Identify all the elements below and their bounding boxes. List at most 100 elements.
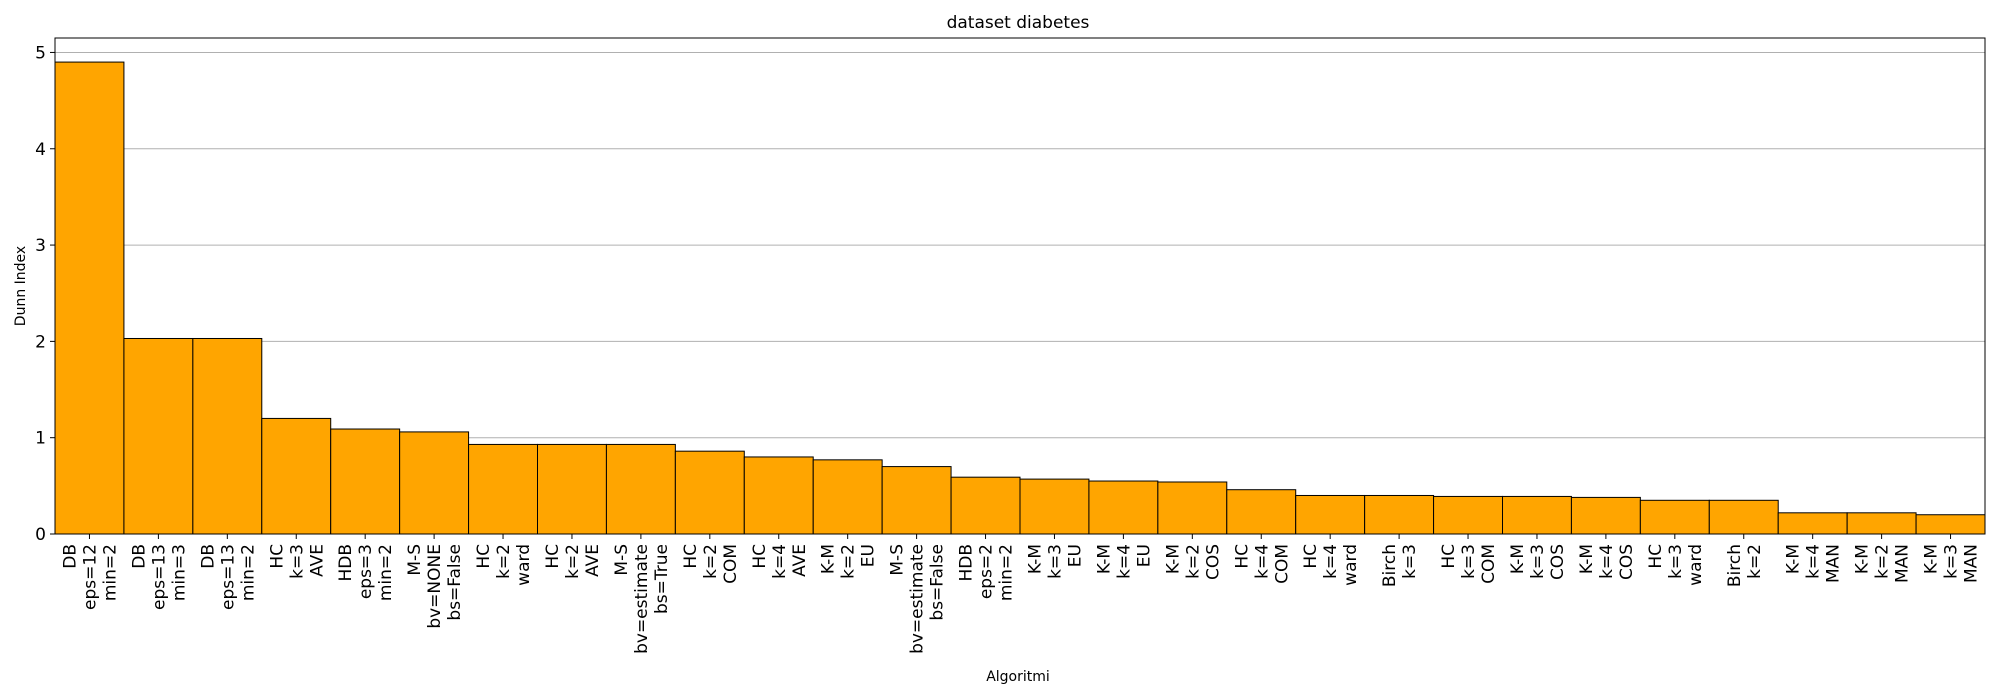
- x-tick-label: EU: [1065, 544, 1085, 567]
- x-tick-label: bs=True: [652, 544, 672, 614]
- x-tick-label: HC: [1232, 544, 1252, 569]
- bar: [1846, 512, 1917, 535]
- x-tick-label: k=4: [770, 544, 790, 579]
- plot-frame: [54, 37, 1986, 535]
- y-tick-label: 5: [35, 43, 46, 63]
- bar: [1295, 494, 1366, 535]
- x-tick-label: bs=False: [928, 544, 948, 621]
- x-axis-ticks: DB eps=12 min=2 DB eps=13 min=3 DB eps=13 min=2 H…: [60, 534, 1982, 654]
- x-axis-label: Algoritmi: [986, 669, 1050, 685]
- bar: [812, 459, 883, 535]
- x-tick-label: MAN: [1824, 544, 1844, 583]
- x-tick-label: k=2: [563, 544, 583, 579]
- x-tick-label: DB: [198, 544, 218, 569]
- x-tick-label: min=2: [376, 544, 396, 601]
- x-tick-label: bv=NONE: [425, 544, 445, 629]
- bar: [1019, 478, 1090, 535]
- x-tick-label: k=4: [1597, 544, 1617, 579]
- bar: [1502, 495, 1572, 535]
- x-tick-label: HC: [750, 544, 770, 569]
- x-tick-label: k=3: [287, 544, 307, 579]
- x-tick-label: EU: [1134, 544, 1154, 567]
- bar: [1157, 481, 1228, 535]
- x-tick-label: eps=3: [356, 544, 376, 599]
- x-tick-label: Birch: [1725, 544, 1745, 587]
- x-tick-label: eps=12: [80, 544, 100, 610]
- x-tick-label: K-M: [1163, 544, 1183, 574]
- x-tick-label: k=4: [1321, 544, 1341, 579]
- x-tick-label: bs=False: [445, 544, 465, 621]
- x-tick-label: k=3: [1666, 544, 1686, 579]
- bar: [1708, 499, 1779, 535]
- x-tick-label: DB: [129, 544, 149, 569]
- x-tick-label: min=2: [997, 544, 1017, 601]
- x-tick-label: eps=2: [977, 544, 997, 599]
- x-tick-label: ward: [1686, 544, 1706, 586]
- chart-title: dataset diabetes: [947, 13, 1090, 33]
- x-tick-label: MAN: [1962, 544, 1982, 583]
- bar: [605, 443, 676, 535]
- x-tick-label: Birch: [1380, 544, 1400, 587]
- bar: [674, 450, 745, 535]
- x-tick-label: COS: [1617, 544, 1637, 580]
- x-tick-label: AVE: [307, 544, 327, 577]
- bar: [123, 337, 194, 535]
- y-tick-label: 3: [35, 236, 46, 256]
- x-tick-label: AVE: [790, 544, 810, 577]
- bar: [468, 443, 539, 535]
- x-tick-label: k=3: [1045, 544, 1065, 579]
- x-tick-label: K-M: [1577, 544, 1597, 574]
- x-tick-label: HC: [1439, 544, 1459, 569]
- x-tick-label: bv=estimate: [632, 544, 652, 654]
- y-tick-label: 1: [35, 429, 46, 449]
- bar: [743, 456, 814, 535]
- x-tick-label: COS: [1203, 544, 1223, 580]
- y-tick-label: 0: [35, 525, 46, 545]
- x-tick-label: MAN: [1893, 544, 1913, 583]
- grid-lines: [55, 51, 1985, 439]
- x-tick-label: COS: [1548, 544, 1568, 580]
- x-tick-label: HC: [681, 544, 701, 569]
- x-tick-label: COM: [1272, 544, 1292, 584]
- bar: [261, 417, 332, 535]
- x-tick-label: COM: [721, 544, 741, 584]
- x-tick-label: HC: [267, 544, 287, 569]
- x-tick-label: K-M: [1025, 544, 1045, 574]
- bar: [1777, 512, 1848, 535]
- x-tick-label: k=3: [1942, 544, 1962, 579]
- x-tick-label: bv=estimate: [908, 544, 928, 654]
- x-tick-label: AVE: [583, 544, 603, 577]
- x-tick-label: min=3: [169, 544, 189, 601]
- bar: [54, 61, 125, 535]
- x-tick-label: eps=13: [149, 544, 169, 610]
- x-tick-label: M-S: [888, 544, 908, 576]
- x-tick-label: K-M: [1922, 544, 1942, 574]
- bar: [1226, 489, 1297, 535]
- x-tick-label: M-S: [612, 544, 632, 576]
- x-tick-label: k=3: [1400, 544, 1420, 579]
- x-tick-label: k=4: [1252, 544, 1272, 579]
- bar: [1570, 496, 1641, 535]
- y-tick-label: 4: [35, 140, 46, 160]
- x-tick-label: k=4: [1114, 544, 1134, 579]
- x-tick-label: HDB: [957, 544, 977, 582]
- x-tick-label: ward: [1341, 544, 1361, 586]
- x-tick-label: HC: [1301, 544, 1321, 569]
- x-tick-label: eps=13: [218, 544, 238, 610]
- x-tick-label: ward: [514, 544, 534, 586]
- x-tick-label: K-M: [1853, 544, 1873, 574]
- x-tick-label: k=3: [1528, 544, 1548, 579]
- x-tick-label: k=2: [839, 544, 859, 579]
- bars: [54, 61, 1986, 535]
- bar: [537, 443, 607, 535]
- x-tick-label: k=4: [1804, 544, 1824, 579]
- y-tick-label: 2: [35, 332, 46, 352]
- x-tick-label: HC: [543, 544, 563, 569]
- x-tick-label: k=2: [494, 544, 514, 579]
- bar: [1088, 480, 1159, 535]
- bar: [1915, 514, 1986, 535]
- bar: [192, 337, 263, 535]
- x-tick-label: EU: [859, 544, 879, 567]
- y-axis-ticks: 0 1 2 3 4 5: [35, 43, 55, 545]
